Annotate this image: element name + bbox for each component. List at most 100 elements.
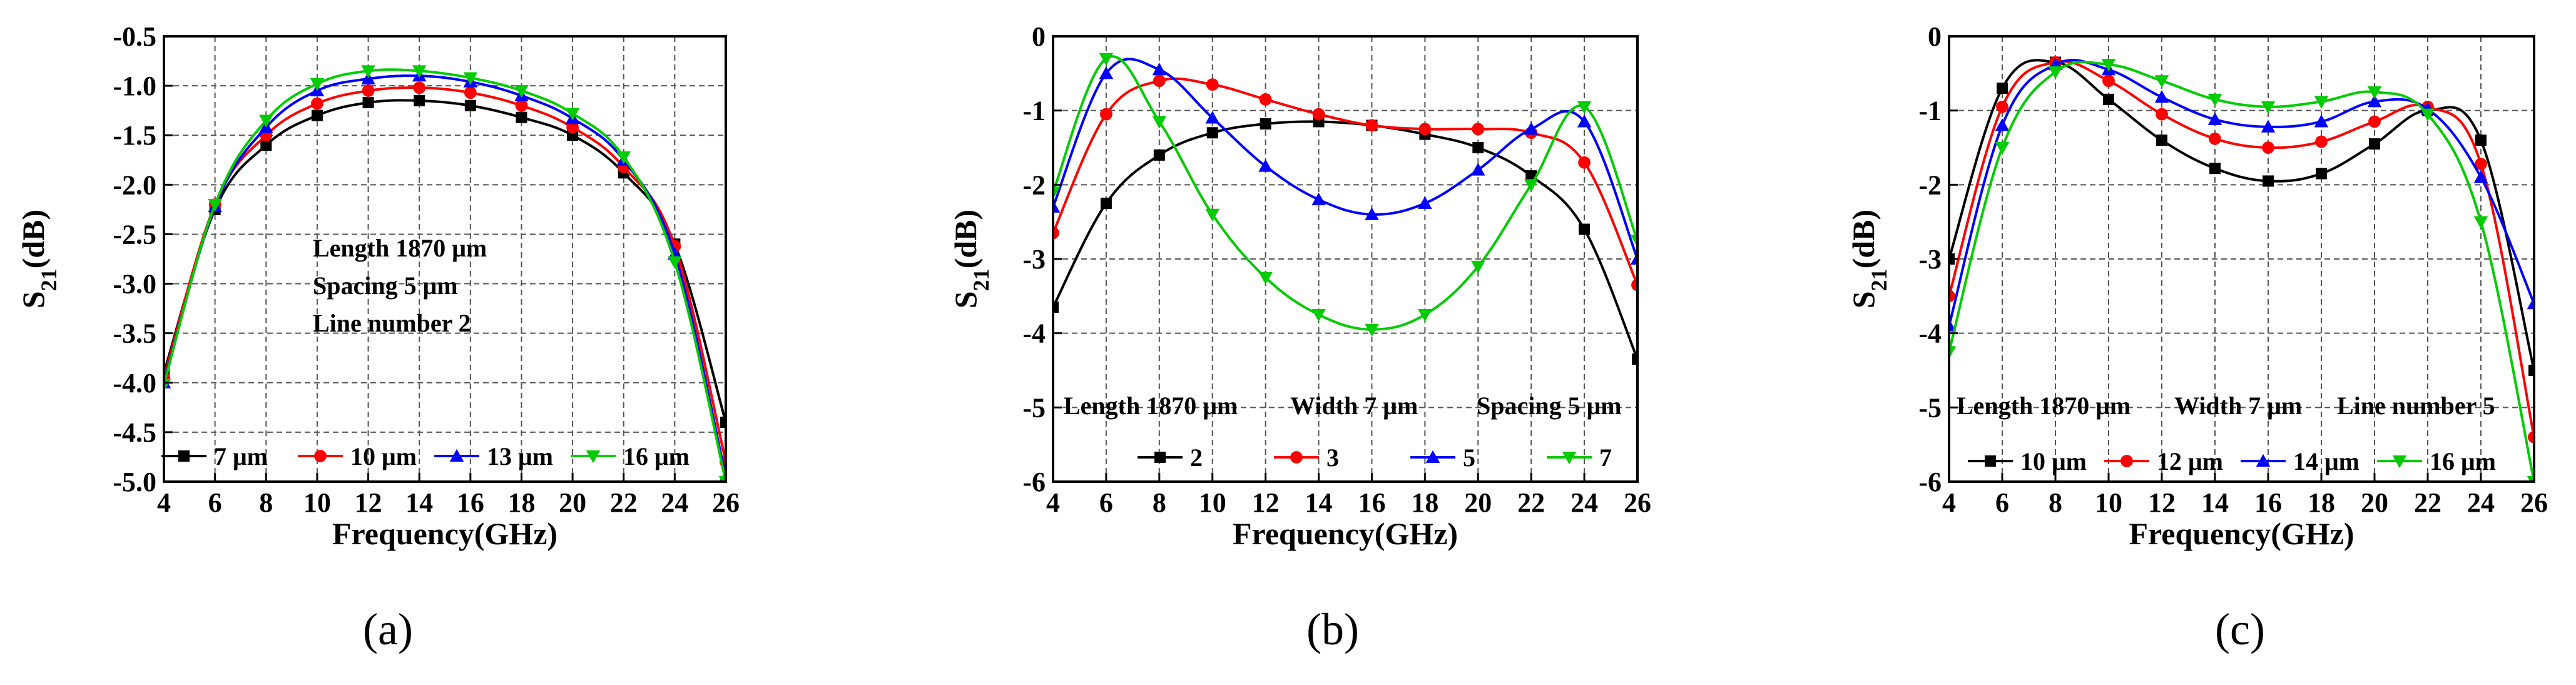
series-a-2 — [164, 69, 726, 482]
data-point — [1365, 323, 1379, 337]
series-line — [164, 68, 726, 482]
legend-marker — [1562, 452, 1577, 465]
x-tick-label: 10 — [1199, 487, 1226, 518]
data-point — [361, 65, 375, 78]
data-point — [259, 114, 273, 128]
y-tick-label: -5.0 — [113, 467, 156, 497]
x-tick-label: 18 — [1411, 487, 1438, 518]
data-point — [2209, 163, 2221, 175]
panel-caption: (b) — [1306, 604, 1359, 654]
legend-label: 10 μm — [350, 442, 417, 470]
data-point — [1471, 163, 1485, 176]
series-b-2 — [1053, 58, 1637, 265]
y-axis-label: S21(dB) — [1846, 210, 1891, 308]
y-tick-label: -3 — [1022, 244, 1046, 275]
data-point — [362, 84, 375, 97]
y-tick-label: -5 — [1918, 392, 1942, 423]
data-point — [2475, 134, 2487, 146]
data-point — [1311, 192, 1326, 206]
x-tick-label: 16 — [2254, 487, 2282, 518]
data-point — [1577, 114, 1592, 128]
data-point — [1365, 207, 1379, 220]
data-point — [2154, 90, 2169, 103]
series-line — [1949, 59, 2534, 327]
series-line — [1949, 59, 2534, 371]
data-point — [718, 476, 726, 482]
data-point — [1100, 108, 1112, 121]
data-point — [464, 99, 476, 111]
y-axis-label: S21(dB) — [948, 210, 994, 308]
data-point — [1949, 346, 1957, 359]
series-line — [1949, 60, 2534, 438]
series-line — [164, 74, 726, 477]
y-axis-label-unit: (dB) — [948, 210, 983, 268]
data-point — [361, 71, 375, 85]
data-point — [1472, 142, 1484, 153]
data-point — [1258, 159, 1273, 172]
data-point — [1996, 100, 2008, 113]
panel-caption: (a) — [363, 604, 413, 654]
data-point — [1524, 179, 1539, 192]
legend-marker — [586, 450, 601, 464]
data-point — [1472, 123, 1485, 136]
y-tick-label: -1.0 — [113, 71, 156, 101]
data-point — [1577, 101, 1592, 114]
x-tick-label: 6 — [1099, 487, 1113, 518]
x-tick-label: 26 — [2520, 487, 2548, 518]
data-point — [2263, 175, 2274, 187]
legend-marker — [2392, 455, 2407, 469]
legend-marker — [1425, 450, 1440, 463]
data-point — [2103, 93, 2114, 105]
annotation-text: Length 1870 μm — [313, 234, 487, 262]
x-tick-label: 10 — [2095, 487, 2122, 518]
series-line — [1053, 120, 1637, 360]
data-point — [2262, 141, 2274, 154]
data-point — [2156, 134, 2167, 146]
legend-marker — [2120, 455, 2133, 467]
series-line — [1949, 61, 2534, 482]
gridlines — [164, 36, 726, 482]
legend-label: 10 μm — [2020, 447, 2087, 475]
y-axis-label-unit: (dB) — [1846, 210, 1881, 268]
x-tick-label: 22 — [610, 487, 638, 518]
data-point — [2048, 66, 2063, 79]
x-tick-label: 12 — [2148, 487, 2176, 518]
series-c-1 — [1949, 56, 2534, 444]
data-point — [2528, 365, 2534, 376]
x-axis-label: Frequency(GHz) — [332, 516, 557, 551]
x-tick-label: 8 — [1153, 487, 1166, 518]
annotation-text: Width 7 μm — [1290, 392, 1418, 420]
data-point — [616, 151, 631, 165]
x-tick-label: 4 — [1942, 487, 1956, 518]
series-c-2 — [1949, 57, 2534, 332]
data-point — [1949, 290, 1955, 303]
series-line — [1053, 55, 1637, 331]
data-point — [2368, 115, 2381, 128]
data-point — [514, 85, 529, 98]
legend-label: 2 — [1190, 444, 1203, 472]
x-tick-label: 4 — [1046, 487, 1060, 518]
y-tick-label: 0 — [1928, 21, 1942, 52]
gridlines — [1053, 36, 1637, 482]
x-tick-label: 24 — [1571, 487, 1598, 518]
legend-label: 12 μm — [2157, 447, 2223, 475]
x-tick-label: 20 — [559, 487, 586, 518]
data-point — [2475, 158, 2487, 171]
data-point — [2527, 296, 2534, 310]
data-point — [412, 65, 427, 78]
legend-marker — [178, 450, 190, 462]
x-tick-label: 24 — [2467, 487, 2495, 518]
data-point — [1471, 260, 1485, 274]
data-point — [413, 81, 426, 94]
data-point — [566, 121, 579, 134]
data-point — [515, 99, 528, 112]
data-point — [1053, 226, 1059, 240]
annotation-text: Length 1870 μm — [1957, 392, 2131, 420]
y-axis-label-main: S — [16, 291, 51, 308]
x-tick-label: 4 — [157, 487, 171, 518]
series-a-3 — [164, 65, 726, 482]
y-tick-label: -4 — [1022, 318, 1046, 349]
data-point — [463, 72, 478, 85]
legend-marker — [2256, 454, 2271, 467]
legend-label: 13 μm — [487, 442, 553, 470]
